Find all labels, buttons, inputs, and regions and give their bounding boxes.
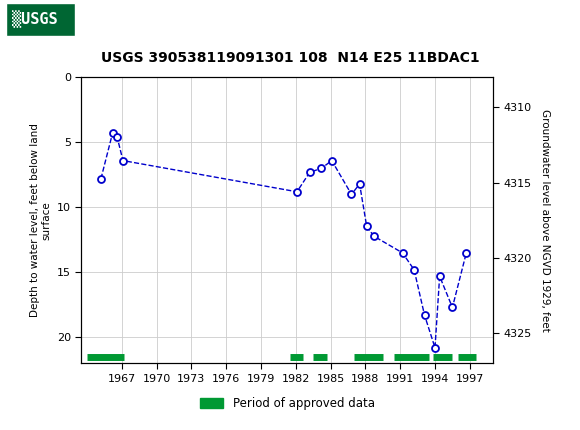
Text: USGS 390538119091301 108  N14 E25 11BDAC1: USGS 390538119091301 108 N14 E25 11BDAC1: [101, 51, 479, 65]
FancyBboxPatch shape: [6, 3, 75, 36]
Y-axis label: Depth to water level, feet below land
surface: Depth to water level, feet below land su…: [30, 123, 51, 317]
Legend: Period of approved data: Period of approved data: [195, 392, 379, 415]
Y-axis label: Groundwater level above NGVD 1929, feet: Groundwater level above NGVD 1929, feet: [540, 109, 550, 332]
Text: ▒USGS: ▒USGS: [12, 11, 57, 28]
